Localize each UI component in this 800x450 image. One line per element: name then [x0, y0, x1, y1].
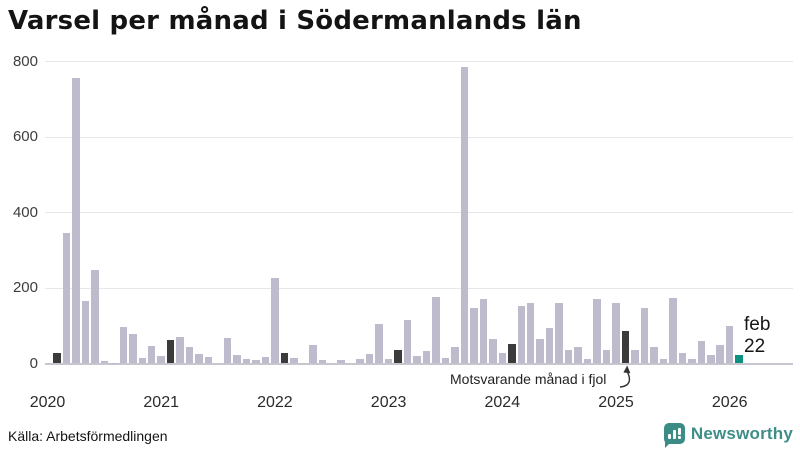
bar-2025-10 [697, 341, 706, 364]
bar-2022-01 [271, 277, 279, 364]
bar-2025-12 [716, 344, 724, 364]
bar-2021-04 [185, 346, 194, 364]
bar-2023-05 [422, 351, 431, 364]
gridline-400 [45, 212, 793, 213]
bar-2020-08 [110, 362, 118, 364]
bar-2020-04 [72, 78, 80, 364]
bar-2020-10 [129, 334, 137, 364]
bar-2020-07 [100, 361, 109, 364]
bar-2023-04 [413, 355, 421, 364]
bar-2022-12 [375, 324, 383, 364]
y-axis-label-400: 400 [12, 203, 38, 221]
bar-2025-07 [669, 297, 677, 364]
bar-2025-09 [688, 358, 696, 364]
bar-2023-02 [394, 350, 402, 364]
bar-2022-08 [337, 360, 345, 364]
bar-2020-09 [119, 326, 128, 364]
bar-2023-08 [451, 347, 459, 364]
bar-2024-05 [536, 338, 544, 364]
bar-2020-12 [147, 346, 156, 364]
y-axis-label-200: 200 [12, 279, 38, 296]
bar-2022-10 [356, 359, 364, 364]
bar-2026-02 [735, 355, 743, 364]
source-credit: Källa: Arbetsförmedlingen [8, 428, 168, 444]
y-axis-label-600: 600 [12, 128, 38, 145]
x-axis-label-2024: 2024 [484, 394, 521, 411]
bar-2025-02 [621, 330, 630, 364]
bar-2022-05 [309, 345, 317, 364]
bar-2021-08 [223, 337, 232, 364]
bar-2026-01 [725, 326, 734, 364]
bar-2025-06 [659, 359, 668, 364]
bar-2021-05 [195, 353, 203, 364]
bar-2022-11 [365, 353, 374, 364]
bar-2022-02 [280, 352, 289, 364]
bar-2021-09 [233, 355, 241, 364]
gridline-800 [45, 61, 793, 62]
bar-2025-04 [640, 308, 649, 364]
bar-2021-03 [176, 337, 184, 364]
x-axis-label-2025: 2025 [598, 394, 634, 411]
bar-2021-11 [252, 360, 260, 364]
bar-2023-09 [460, 67, 469, 364]
bar-2025-01 [612, 302, 620, 364]
chart-title: Varsel per månad i Södermanlands län [8, 6, 582, 36]
bar-2021-06 [204, 357, 213, 364]
newsworthy-logo[interactable]: Newsworthy [663, 423, 793, 448]
latest-month-value: 22 [744, 336, 766, 357]
bar-2025-05 [650, 347, 658, 364]
bar-2024-12 [602, 350, 611, 364]
bar-2024-02 [508, 344, 516, 364]
bar-2021-02 [166, 339, 175, 364]
bar-2024-11 [593, 298, 601, 364]
bar-2023-11 [479, 298, 488, 364]
bar-2023-12 [489, 338, 497, 364]
x-axis-line [45, 362, 793, 365]
bar-2024-07 [555, 303, 563, 364]
bar-2024-03 [517, 305, 525, 364]
bar-2020-03 [62, 233, 71, 364]
x-axis-label-2022: 2022 [257, 394, 293, 411]
x-axis-label-2023: 2023 [370, 394, 407, 411]
bar-2021-12 [261, 357, 270, 364]
bar-2022-06 [318, 360, 327, 364]
bar-2021-01 [157, 355, 165, 364]
bar-2023-01 [384, 359, 393, 364]
bar-2021-10 [242, 359, 251, 364]
bar-2024-06 [545, 328, 554, 364]
x-axis-label-2020: 2020 [29, 394, 66, 411]
bar-2024-01 [498, 352, 507, 364]
gridline-600 [45, 136, 793, 138]
bar-2023-10 [470, 307, 478, 364]
bar-2025-08 [678, 352, 687, 364]
latest-month-label: feb 22 [744, 314, 770, 358]
bar-2025-11 [707, 355, 715, 364]
x-axis-label-2021: 2021 [143, 394, 179, 411]
bar-2023-07 [441, 358, 450, 364]
bar-2024-10 [583, 359, 592, 364]
y-axis-label-0: 0 [29, 354, 38, 372]
bar-2022-03 [290, 358, 298, 364]
bar-2024-04 [526, 303, 535, 364]
bar-2020-02 [53, 352, 61, 364]
bar-2023-06 [432, 297, 440, 364]
bar-2020-11 [138, 357, 146, 364]
y-axis-label-800: 800 [12, 52, 38, 70]
gridline-200 [45, 287, 793, 289]
last-year-annotation: Motsvarande månad i fjol [450, 371, 607, 387]
latest-month-name: feb [744, 314, 771, 335]
bar-2024-09 [574, 346, 582, 364]
bar-2020-06 [91, 270, 99, 364]
newsworthy-logo-text: Newsworthy [690, 423, 793, 443]
bar-2024-08 [564, 349, 573, 364]
x-axis-label-2026: 2026 [711, 394, 748, 411]
newsworthy-bar-chart-icon [663, 423, 685, 448]
bar-2025-03 [631, 349, 639, 364]
bar-2020-05 [81, 301, 90, 364]
bar-2023-03 [403, 320, 412, 364]
